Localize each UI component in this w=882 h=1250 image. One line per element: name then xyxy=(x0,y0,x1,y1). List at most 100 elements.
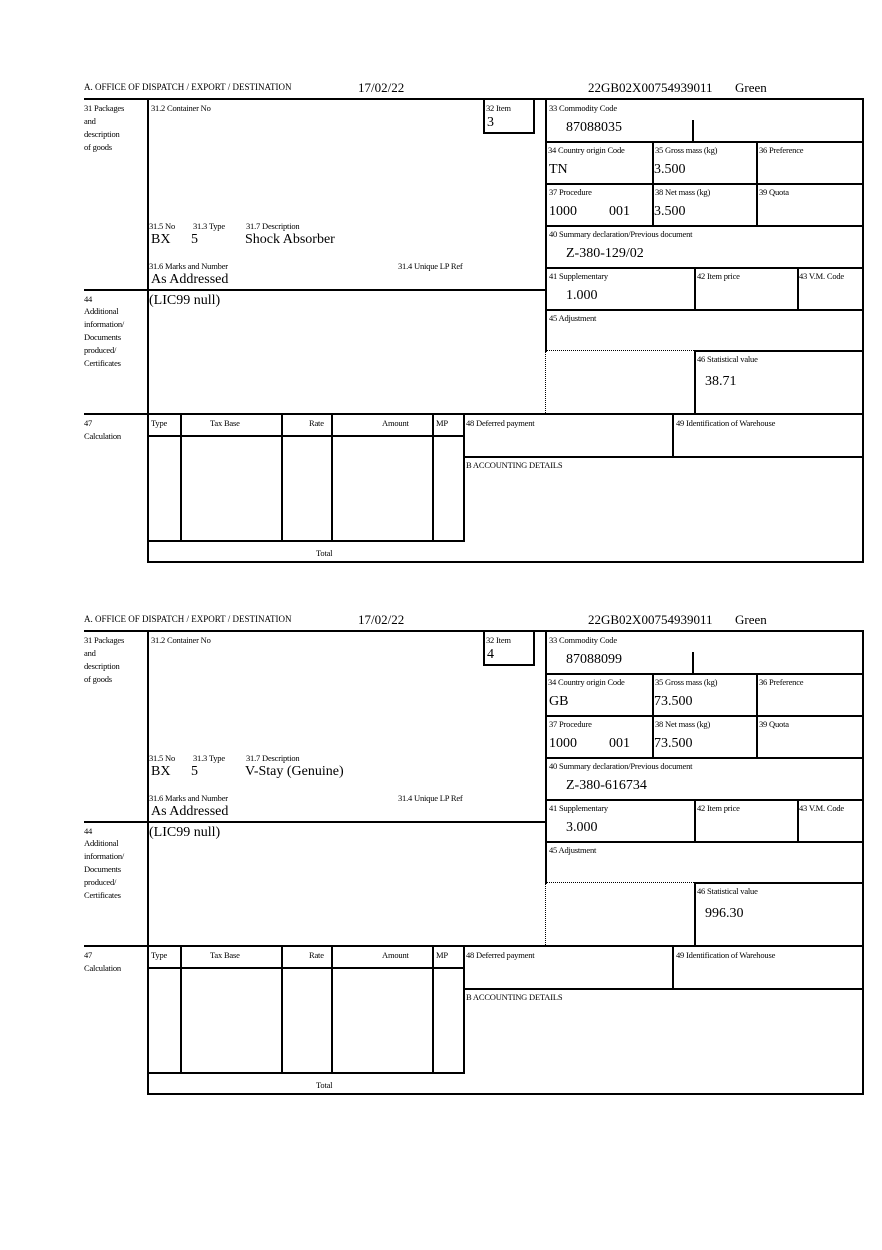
label-warehouse: 49 Identification of Warehouse xyxy=(676,950,776,960)
declaration-item-form: A. OFFICE OF DISPATCH / EXPORT / DESTINA… xyxy=(0,80,882,563)
label-calc-total: Total xyxy=(316,548,333,558)
rule xyxy=(694,350,864,352)
rule xyxy=(862,630,864,1095)
label-container-no: 31.2 Container No xyxy=(151,635,211,645)
label-pkg-desc: 31.7 Description xyxy=(246,221,300,231)
rule xyxy=(545,183,864,185)
rule xyxy=(331,945,333,1074)
label-box44-6: Certificates xyxy=(84,890,121,900)
label-adjustment: 45 Adjustment xyxy=(549,313,597,323)
label-pkg-type: 31.3 Type xyxy=(193,753,225,763)
rule xyxy=(147,540,465,542)
rule xyxy=(545,141,864,143)
label-statistical-value: 46 Statistical value xyxy=(697,886,758,896)
label-box31-2: and xyxy=(84,116,96,126)
rule xyxy=(147,1093,864,1095)
value-country-origin: TN xyxy=(549,162,568,177)
rule xyxy=(180,945,182,1074)
label-item-price: 42 Item price xyxy=(697,271,740,281)
rule xyxy=(84,821,547,823)
label-calc-mp: MP xyxy=(436,418,448,428)
label-vm-code: 43 V.M. Code xyxy=(799,271,844,281)
rule xyxy=(545,225,864,227)
value-item: 4 xyxy=(487,647,494,662)
label-supplementary: 41 Supplementary xyxy=(549,271,608,281)
rule xyxy=(692,652,694,675)
label-deferred-payment: 48 Deferred payment xyxy=(466,950,535,960)
rule xyxy=(694,882,696,947)
rule xyxy=(545,841,864,843)
label-supplementary: 41 Supplementary xyxy=(549,803,608,813)
rule xyxy=(331,413,333,542)
value-procedure-2: 001 xyxy=(609,736,630,751)
value-gross-mass: 73.500 xyxy=(654,694,693,709)
rule xyxy=(545,630,547,884)
label-box31-4: of goods xyxy=(84,674,112,684)
rule xyxy=(545,267,864,269)
label-calc-total: Total xyxy=(316,1080,333,1090)
rule xyxy=(797,267,799,311)
rule xyxy=(84,289,547,291)
rule xyxy=(545,98,547,352)
label-calc-rate: Rate xyxy=(309,418,324,428)
value-additional-info: (LIC99 null) xyxy=(149,293,221,308)
label-box44-1: 44 xyxy=(84,294,93,304)
rule xyxy=(463,988,864,990)
label-box47-2: Calculation xyxy=(84,431,121,441)
label-country-origin: 34 Country origin Code xyxy=(548,145,625,155)
rule xyxy=(147,630,149,1095)
rule xyxy=(652,673,654,759)
value-commodity-code: 87088035 xyxy=(566,120,622,135)
label-marks: 31.6 Marks and Number xyxy=(149,793,228,803)
rule xyxy=(694,267,696,311)
value-pkg-type: 5 xyxy=(191,764,198,779)
label-box44-1: 44 xyxy=(84,826,93,836)
rule xyxy=(180,413,182,542)
label-statistical-value: 46 Statistical value xyxy=(697,354,758,364)
value-commodity-code: 87088099 xyxy=(566,652,622,667)
rule xyxy=(147,98,149,563)
value-pkg-no: BX xyxy=(151,232,171,247)
label-item: 32 Item xyxy=(486,635,511,645)
label-calc-type: Type xyxy=(151,950,168,960)
label-container-no: 31.2 Container No xyxy=(151,103,211,113)
label-commodity-code: 33 Commodity Code xyxy=(549,103,617,113)
rule xyxy=(694,350,696,415)
label-unique-lp: 31.4 Unique LP Ref xyxy=(398,261,463,271)
label-calc-tax-base: Tax Base xyxy=(210,950,240,960)
rule xyxy=(281,413,283,542)
label-box44-2: Additional xyxy=(84,306,119,316)
rule xyxy=(545,757,864,759)
label-net-mass: 38 Net mass (kg) xyxy=(655,719,711,729)
label-pkg-desc: 31.7 Description xyxy=(246,753,300,763)
label-box47-1: 47 xyxy=(84,950,93,960)
rule xyxy=(483,132,535,134)
rule xyxy=(692,120,694,143)
dotted-rule xyxy=(545,350,694,351)
rule xyxy=(756,673,758,759)
rule xyxy=(694,799,696,843)
value-procedure-1: 1000 xyxy=(549,736,577,751)
label-net-mass: 38 Net mass (kg) xyxy=(655,187,711,197)
rule xyxy=(483,630,485,666)
label-box31-1: 31 Packages xyxy=(84,103,125,113)
label-summary-decl: 40 Summary declaration/Previous document xyxy=(549,229,693,239)
label-box31-4: of goods xyxy=(84,142,112,152)
value-pkg-desc: V-Stay (Genuine) xyxy=(245,764,344,779)
label-gross-mass: 35 Gross mass (kg) xyxy=(655,677,718,687)
label-preference: 36 Preference xyxy=(759,145,804,155)
label-commodity-code: 33 Commodity Code xyxy=(549,635,617,645)
rule xyxy=(652,141,654,227)
label-box47-2: Calculation xyxy=(84,963,121,973)
rule xyxy=(672,945,674,990)
label-calc-amount: Amount xyxy=(382,950,409,960)
value-net-mass: 73.500 xyxy=(654,736,693,751)
dotted-rule xyxy=(545,350,546,413)
rule xyxy=(84,98,864,100)
value-date: 17/02/22 xyxy=(358,612,405,627)
value-procedure-1: 1000 xyxy=(549,204,577,219)
label-box44-5: produced/ xyxy=(84,345,117,355)
value-route: Green xyxy=(735,80,767,95)
label-box44-4: Documents xyxy=(84,864,121,874)
label-calc-tax-base: Tax Base xyxy=(210,418,240,428)
